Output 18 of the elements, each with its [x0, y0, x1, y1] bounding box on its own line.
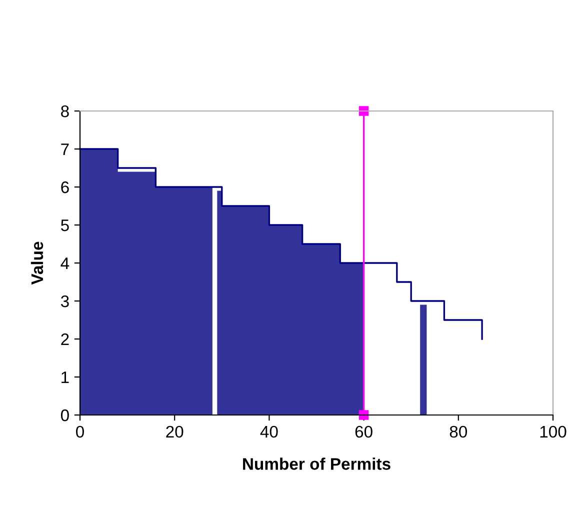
- line-series: [79, 148, 483, 340]
- x-tick-label: 20: [166, 426, 184, 438]
- x-axis-title: Number of Permits: [243, 458, 390, 470]
- y-tick-label: 8: [61, 105, 69, 118]
- y-tick-label: 2: [61, 333, 69, 346]
- y-tick-label: 0: [60, 409, 69, 422]
- y-tick-label: 6: [61, 181, 69, 194]
- x-tick-label: 80: [450, 426, 468, 438]
- x-tick-label: 40: [260, 426, 278, 438]
- y-tick-label: 4: [60, 258, 70, 270]
- y-axis-title: Value: [30, 242, 44, 285]
- x-tick-label: 0: [76, 426, 84, 438]
- x-tick-label: 60: [355, 426, 372, 438]
- y-tick-label: 7: [61, 144, 69, 156]
- y-tick-label: 3: [60, 295, 69, 308]
- x-tick-label: 100: [540, 426, 566, 438]
- y-tick-label: 5: [60, 220, 69, 232]
- y-tick-label: 1: [62, 372, 69, 384]
